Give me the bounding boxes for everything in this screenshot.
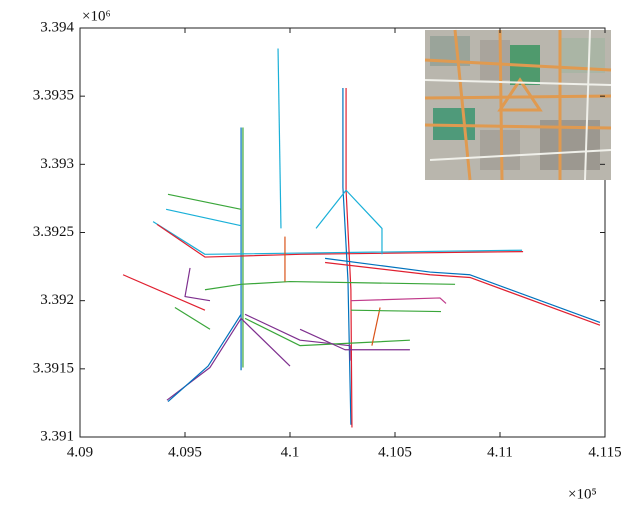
- y-tick-label: 3.3915: [33, 360, 74, 376]
- page: {"chart_data": {"type": "line", "x_expon…: [0, 0, 635, 509]
- y-tick-label: 3.3935: [33, 88, 74, 104]
- x-tick-label: 4.1: [281, 444, 300, 460]
- y-tick-label: 3.393: [40, 156, 74, 172]
- chart: ×10⁶ ×10⁵ 4.09 4.095 4.1 4.105 4.11 4.115 3.39…: [0, 0, 635, 509]
- y-tick-label: 3.392: [40, 292, 74, 308]
- x-exponent-label: ×10⁵: [568, 486, 597, 502]
- y-tick-label: 3.391: [40, 428, 74, 444]
- x-tick-label: 4.105: [378, 444, 412, 460]
- x-tick-label: 4.11: [487, 444, 513, 460]
- y-exponent-label: ×10⁶: [82, 8, 111, 24]
- x-tick-label: 4.095: [168, 444, 202, 460]
- map-inset: [425, 30, 611, 180]
- y-tick-label: 3.3925: [33, 224, 74, 240]
- x-tick-label: 4.115: [588, 444, 621, 460]
- y-tick-label: 3.394: [40, 19, 74, 35]
- x-tick-label: 4.09: [67, 444, 93, 460]
- map-block: [480, 40, 510, 80]
